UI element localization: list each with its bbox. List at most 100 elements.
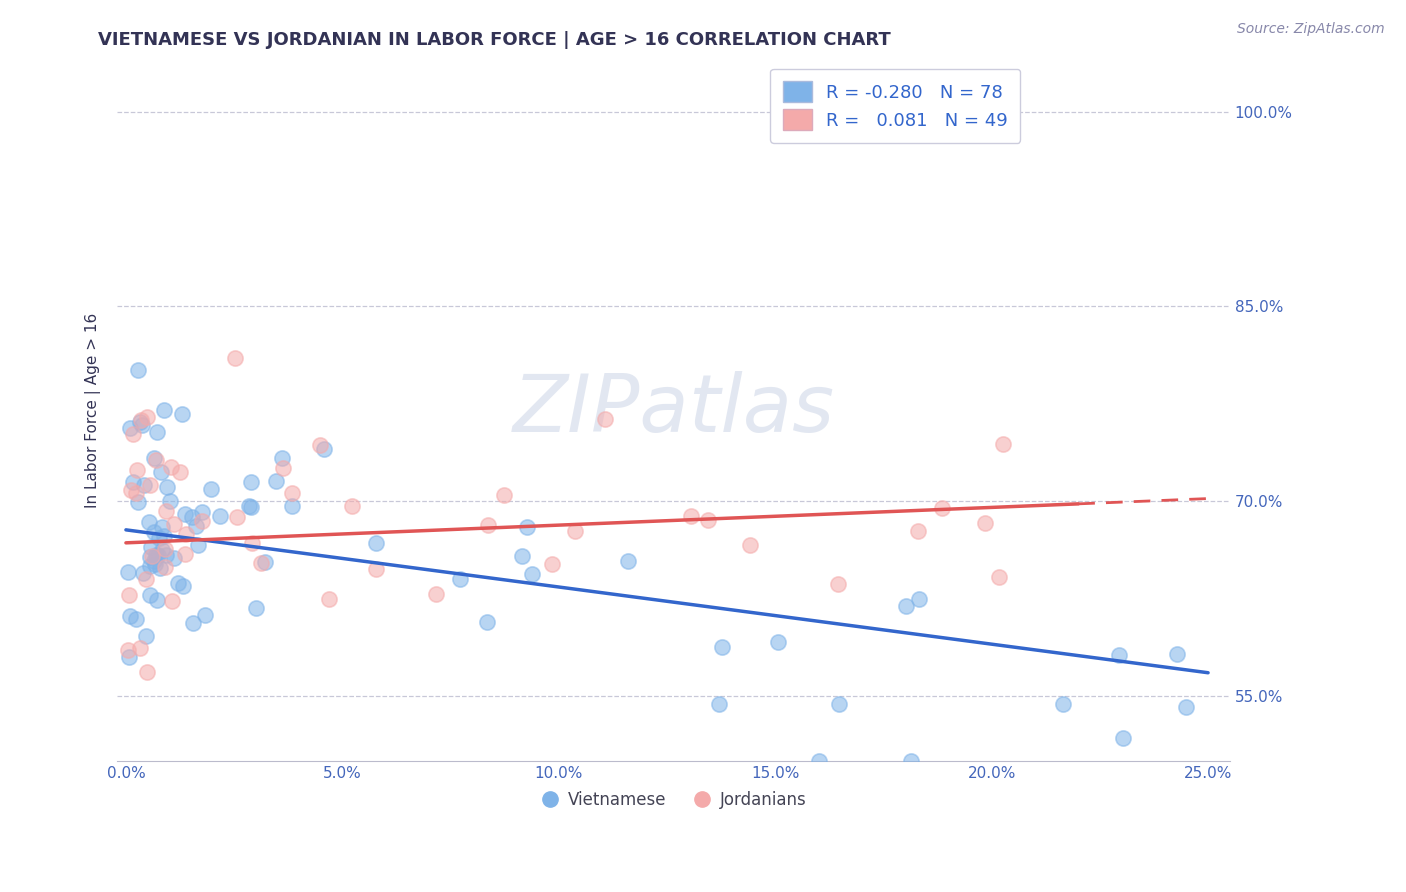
Point — [141, 549, 163, 564]
Point — [139, 540, 162, 554]
Point — [808, 754, 831, 768]
Point — [149, 466, 172, 480]
Point — [1166, 647, 1188, 661]
Point — [245, 600, 267, 615]
Point — [270, 450, 292, 465]
Point — [145, 453, 167, 467]
Point — [129, 413, 152, 427]
Point — [314, 442, 336, 456]
Point — [134, 628, 156, 642]
Point — [174, 547, 197, 561]
Point — [249, 556, 271, 570]
Point — [149, 561, 172, 575]
Point — [174, 526, 197, 541]
Point — [181, 615, 204, 630]
Point — [516, 520, 538, 534]
Point — [679, 508, 702, 523]
Point — [510, 549, 533, 564]
Point — [160, 594, 183, 608]
Point — [266, 474, 288, 488]
Point — [118, 420, 141, 434]
Point — [475, 615, 498, 629]
Point — [142, 451, 165, 466]
Point — [184, 519, 207, 533]
Point — [541, 557, 564, 571]
Point — [169, 465, 191, 479]
Point — [280, 500, 302, 514]
Point — [318, 592, 340, 607]
Point — [238, 499, 260, 513]
Point — [242, 536, 264, 550]
Point — [125, 612, 148, 626]
Point — [987, 570, 1010, 584]
Point — [127, 363, 149, 377]
Text: VIETNAMESE VS JORDANIAN IN LABOR FORCE | AGE > 16 CORRELATION CHART: VIETNAMESE VS JORDANIAN IN LABOR FORCE |… — [98, 31, 891, 49]
Point — [153, 542, 176, 557]
Point — [766, 634, 789, 648]
Point — [150, 542, 173, 557]
Point — [131, 566, 153, 580]
Point — [118, 608, 141, 623]
Point — [148, 531, 170, 545]
Point — [127, 463, 149, 477]
Point — [366, 535, 388, 549]
Point — [224, 351, 246, 366]
Point — [118, 588, 141, 602]
Legend: Vietnamese, Jordanians: Vietnamese, Jordanians — [533, 785, 814, 816]
Point — [894, 599, 917, 614]
Point — [155, 549, 177, 563]
Point — [162, 550, 184, 565]
Point — [191, 514, 214, 528]
Text: Source: ZipAtlas.com: Source: ZipAtlas.com — [1237, 22, 1385, 37]
Point — [170, 408, 193, 422]
Point — [143, 524, 166, 539]
Point — [118, 650, 141, 665]
Point — [135, 665, 157, 679]
Point — [740, 538, 762, 552]
Point — [280, 485, 302, 500]
Point — [827, 697, 849, 711]
Point — [1175, 700, 1198, 714]
Point — [132, 478, 155, 492]
Point — [931, 501, 953, 516]
Point — [139, 558, 162, 573]
Point — [121, 427, 143, 442]
Point — [145, 548, 167, 562]
Point — [308, 438, 330, 452]
Y-axis label: In Labor Force | Age > 16: In Labor Force | Age > 16 — [86, 313, 101, 508]
Point — [191, 505, 214, 519]
Point — [146, 593, 169, 607]
Point — [172, 578, 194, 592]
Text: ZIPatlas: ZIPatlas — [512, 371, 835, 450]
Point — [146, 425, 169, 439]
Point — [181, 510, 204, 524]
Point — [239, 475, 262, 490]
Point — [174, 507, 197, 521]
Point — [146, 548, 169, 562]
Point — [160, 459, 183, 474]
Point — [128, 415, 150, 429]
Point — [153, 403, 176, 417]
Point — [150, 520, 173, 534]
Point — [139, 477, 162, 491]
Point — [477, 518, 499, 533]
Point — [993, 437, 1015, 451]
Point — [163, 516, 186, 531]
Point — [1112, 731, 1135, 746]
Point — [117, 642, 139, 657]
Point — [139, 550, 162, 565]
Point — [156, 480, 179, 494]
Point — [125, 485, 148, 500]
Point — [120, 483, 142, 498]
Point — [697, 513, 720, 527]
Point — [253, 555, 276, 569]
Point — [135, 409, 157, 424]
Point — [153, 559, 176, 574]
Point — [974, 516, 997, 530]
Point — [827, 577, 849, 591]
Point — [138, 515, 160, 529]
Point — [127, 495, 149, 509]
Point — [617, 554, 640, 568]
Point — [907, 524, 929, 538]
Point — [564, 524, 586, 538]
